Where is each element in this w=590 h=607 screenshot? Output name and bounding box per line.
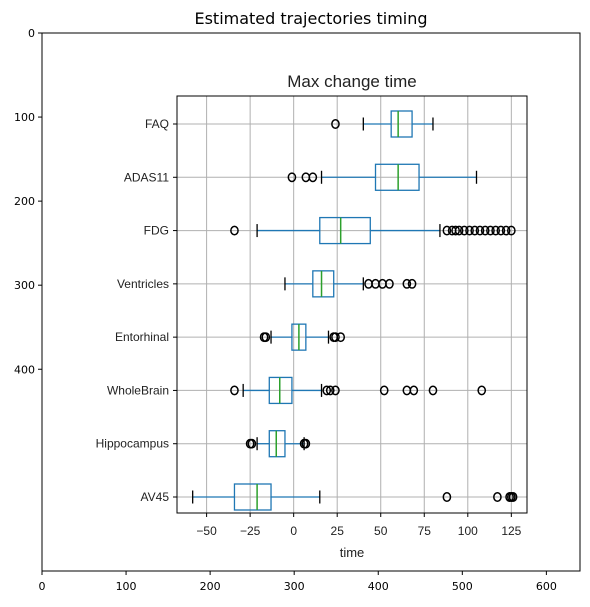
outer-axes-frame	[41, 32, 581, 572]
outer-x-tick-label: 200	[200, 580, 221, 593]
outer-x-tick-label: 100	[116, 580, 137, 593]
outlier-point	[442, 225, 452, 236]
outlier-point	[451, 225, 460, 236]
box-iqr	[390, 110, 413, 138]
outlier-point	[428, 385, 438, 396]
outlier-point	[322, 385, 332, 396]
outer-y-tick-label: 0	[28, 27, 35, 40]
box-iqr	[268, 430, 286, 458]
chart-x-label: time	[340, 545, 365, 560]
chart-plot-frame	[176, 95, 528, 514]
box-iqr	[312, 270, 335, 298]
outlier-point	[465, 225, 474, 236]
x-tick-label: 100	[458, 524, 478, 538]
chart-boxes	[192, 110, 518, 511]
box-wholebrain	[230, 376, 487, 405]
outlier-point	[486, 225, 495, 236]
outlier-point	[480, 225, 490, 236]
outlier-point	[308, 172, 318, 183]
outlier-point	[261, 332, 271, 343]
outer-x-tick-label: 600	[536, 580, 557, 593]
box-av45	[192, 483, 518, 511]
outer-y-tick-label: 300	[14, 279, 35, 292]
outlier-point	[496, 225, 506, 236]
box-fdg	[230, 216, 516, 245]
outer-x-tick-label: 500	[452, 580, 473, 593]
x-tick-label: 50	[374, 524, 388, 538]
box-iqr	[319, 216, 371, 245]
box-iqr	[268, 376, 293, 405]
y-tick-label: FDG	[144, 224, 169, 238]
outlier-point	[508, 492, 518, 502]
box-faq	[331, 110, 434, 138]
x-tick-label: −50	[196, 524, 217, 538]
x-tick-label: 0	[290, 524, 297, 538]
y-tick-label: ADAS11	[124, 170, 169, 184]
outer-y-tick-label: 400	[14, 363, 35, 376]
outlier-point	[491, 225, 501, 236]
chart-title: Max change time	[287, 72, 416, 91]
outlier-point	[506, 225, 516, 236]
box-iqr	[233, 483, 272, 511]
outlier-point	[379, 385, 389, 396]
y-tick-label: AV45	[141, 490, 170, 504]
outer-x-tick-label: 0	[39, 580, 46, 593]
outer-x-tick-label: 400	[368, 580, 389, 593]
x-tick-label: −25	[240, 524, 261, 538]
x-tick-label: 75	[418, 524, 432, 538]
outlier-point	[454, 225, 464, 236]
outlier-point	[409, 385, 419, 396]
outlier-point	[287, 172, 297, 183]
chart-x-ticks: −50 −25 0 25 50 75 100 125	[196, 513, 522, 538]
outer-x-tick-label: 300	[284, 580, 305, 593]
box-adas11	[287, 163, 478, 191]
outlier-point	[336, 332, 346, 343]
box-hippocampus	[245, 430, 311, 458]
y-tick-label: Hippocampus	[96, 437, 169, 451]
outlier-point	[230, 385, 239, 396]
outlier-point	[325, 385, 335, 396]
outlier-point	[477, 385, 487, 396]
outlier-point	[230, 225, 239, 236]
box-ventricles	[284, 270, 417, 298]
box-iqr	[374, 163, 420, 191]
outlier-point	[493, 492, 502, 502]
outlier-point	[442, 492, 452, 502]
y-tick-label: WholeBrain	[107, 383, 169, 397]
outlier-point	[331, 119, 340, 129]
outlier-point	[501, 225, 511, 236]
outer-y-tick-label: 100	[14, 111, 35, 124]
outlier-point	[247, 438, 257, 449]
x-tick-label: 125	[501, 524, 521, 538]
y-tick-label: Entorhinal	[115, 330, 169, 344]
y-tick-label: Ventricles	[117, 277, 169, 291]
x-tick-label: 25	[331, 524, 345, 538]
outlier-point	[402, 278, 412, 289]
outlier-point	[407, 278, 417, 289]
y-tick-label: FAQ	[145, 117, 169, 131]
outlier-point	[331, 385, 340, 396]
box-entorhinal	[259, 323, 346, 351]
outlier-point	[470, 225, 480, 236]
outlier-point	[459, 225, 469, 236]
outlier-point	[475, 225, 485, 236]
outlier-point	[385, 278, 394, 289]
outer-y-tick-label: 200	[14, 195, 35, 208]
outlier-point	[301, 438, 311, 449]
figure-title: Estimated trajectories timing	[194, 9, 427, 28]
chart-y-ticks: FAQ ADAS11 FDG Ventricles Entorhinal WholeBra…	[96, 117, 177, 504]
outlier-point	[331, 332, 340, 343]
